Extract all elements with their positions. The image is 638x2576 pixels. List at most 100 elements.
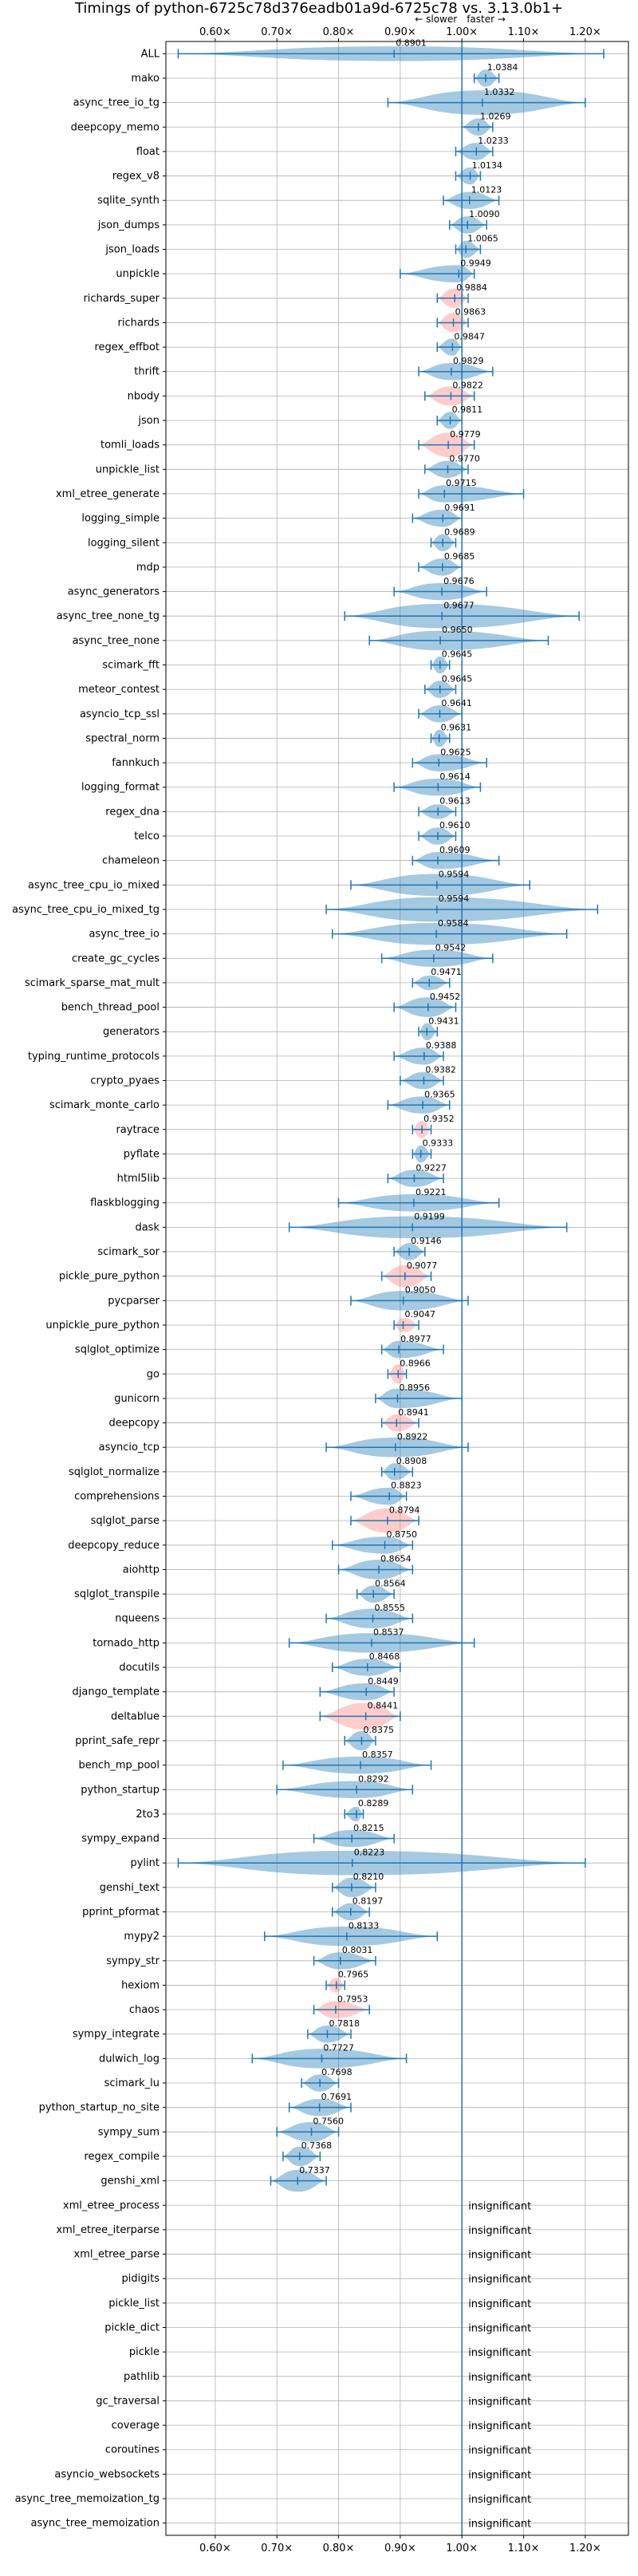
benchmark-label: scimark_fft <box>102 660 160 672</box>
value-label: 0.7727 <box>323 2043 354 2053</box>
benchmark-label: xml_etree_process <box>63 2199 160 2211</box>
benchmark-label: sqlite_synth <box>97 195 160 207</box>
x-tick-label-bottom: 0.90× <box>384 2542 416 2554</box>
value-label: 1.0233 <box>478 136 509 146</box>
benchmark-label: genshi_xml <box>100 2176 160 2187</box>
benchmark-label: typing_runtime_protocols <box>28 1051 160 1063</box>
benchmark-label: generators <box>103 1026 160 1038</box>
value-label: 0.9650 <box>442 625 473 635</box>
x-tick-label-bottom: 1.00× <box>446 2542 478 2554</box>
benchmark-label: deepcopy_memo <box>71 121 160 133</box>
benchmark-label: asyncio_websockets <box>54 2468 160 2480</box>
x-tick-label-top: 0.60× <box>199 26 231 38</box>
value-label: 0.9641 <box>441 698 472 708</box>
value-label: 0.8031 <box>342 1945 373 1955</box>
benchmark-label: scimark_sor <box>97 1246 160 1258</box>
chart-title: Timings of python-6725c78d376eadb01a9d-6… <box>74 0 563 17</box>
insignificant-label: insignificant <box>468 2347 531 2359</box>
value-label: 0.8901 <box>396 38 427 49</box>
benchmark-label: telco <box>134 830 160 842</box>
insignificant-label: insignificant <box>468 2494 531 2506</box>
insignificant-label: insignificant <box>468 2469 531 2481</box>
value-label: 0.8449 <box>368 1676 399 1686</box>
benchmark-label: sympy_expand <box>81 1833 160 1845</box>
value-label: 0.9333 <box>423 1138 454 1149</box>
value-label: 0.8977 <box>400 1334 431 1344</box>
benchmark-label: unpickle_pure_python <box>45 1320 160 1331</box>
value-label: 0.8823 <box>391 1481 422 1491</box>
value-label: 0.9625 <box>440 747 471 757</box>
benchmark-label: thrift <box>134 366 160 378</box>
value-label: 0.8292 <box>358 1773 389 1784</box>
benchmark-label: html5lib <box>117 1173 160 1185</box>
value-label: 0.7337 <box>299 2165 330 2176</box>
value-label: 0.8441 <box>368 1701 399 1711</box>
insignificant-label: insignificant <box>468 2323 531 2335</box>
insignificant-label: insignificant <box>468 2250 531 2262</box>
value-label: 0.8537 <box>373 1627 404 1638</box>
benchmark-label: coroutines <box>105 2444 160 2456</box>
benchmark-label: nbody <box>128 390 160 402</box>
x-tick-label-top: 1.00× <box>446 26 478 38</box>
value-label: 0.9584 <box>438 918 469 929</box>
violins <box>177 41 605 2535</box>
value-label: 0.9050 <box>405 1285 436 1296</box>
benchmark-label: async_tree_none_tg <box>57 610 160 622</box>
value-label: 0.9471 <box>431 967 462 977</box>
value-label: 0.7965 <box>338 1970 369 1980</box>
benchmark-label: regex_effbot <box>94 341 160 353</box>
value-label: 1.0384 <box>487 62 518 73</box>
slower-direction-label: ← slower <box>415 14 457 25</box>
benchmark-label: sqlglot_normalize <box>69 1466 160 1478</box>
value-label: 0.9822 <box>452 381 483 391</box>
x-tick-label-bottom: 0.80× <box>323 2542 355 2554</box>
x-tick-label-bottom: 1.10× <box>508 2542 540 2554</box>
benchmark-label: mdp <box>136 562 160 574</box>
benchmark-label: deepcopy <box>108 1418 160 1430</box>
value-label: 0.9779 <box>450 429 481 440</box>
benchmark-label: xml_etree_iterparse <box>56 2224 160 2236</box>
value-label: 1.0123 <box>471 184 502 195</box>
value-label: 0.7953 <box>337 1994 368 2004</box>
insignificant-label: insignificant <box>468 2420 531 2432</box>
benchmark-label: async_generators <box>68 586 160 598</box>
benchmark-label: async_tree_io <box>89 929 160 941</box>
benchmark-label: pickle <box>129 2346 160 2358</box>
benchmark-label: meteor_contest <box>78 684 160 696</box>
benchmark-label: chaos <box>129 2004 160 2016</box>
value-label: 0.9227 <box>415 1162 447 1173</box>
value-label: 0.7698 <box>321 2067 352 2077</box>
value-label: 0.7691 <box>321 2092 352 2102</box>
benchmark-label: python_startup <box>81 1784 160 1796</box>
benchmark-label: pickle_list <box>108 2298 160 2310</box>
value-label: 0.9949 <box>460 258 491 268</box>
value-label: 0.8750 <box>387 1529 418 1540</box>
benchmark-label: django_template <box>73 1686 160 1698</box>
x-tick-label-top: 1.10× <box>508 26 540 38</box>
benchmark-label: dulwich_log <box>99 2053 160 2065</box>
value-label: 0.8210 <box>353 1872 384 1882</box>
value-label: 0.8468 <box>369 1651 400 1662</box>
benchmark-labels: ALL mako async_tree_io_tg deepcopy_memofloa… <box>12 48 160 2529</box>
benchmark-label: scimark_sparse_mat_mult <box>25 977 160 989</box>
insignificant-label: insignificant <box>468 2200 531 2212</box>
value-label: 0.9221 <box>415 1187 447 1197</box>
value-label: 0.9199 <box>414 1212 445 1222</box>
benchmark-label: logging_format <box>81 782 160 794</box>
value-label: 0.9685 <box>444 551 475 562</box>
insignificant-label: insignificant <box>468 2298 531 2310</box>
benchmark-label: mako <box>131 73 160 85</box>
benchmark-label: raytrace <box>116 1124 160 1136</box>
x-axis-ticks: 0.60× 0.60× 0.70× 0.70× 0.80× 0.80× 0.90× 0.90×… <box>163 26 601 2554</box>
benchmark-label: logging_silent <box>88 537 160 549</box>
value-label: 0.8908 <box>396 1456 427 1466</box>
benchmark-label: fannkuch <box>112 757 160 769</box>
benchmark-label: chameleon <box>102 855 160 867</box>
value-label: 0.9884 <box>456 282 487 293</box>
value-label: 0.8289 <box>358 1798 389 1809</box>
benchmark-label: sqlglot_transpile <box>74 1588 160 1600</box>
benchmark-label: pycparser <box>108 1295 160 1307</box>
value-label: 0.8966 <box>400 1358 430 1368</box>
benchmark-label: pylint <box>130 1857 160 1869</box>
benchmark-label: pprint_pformat <box>82 1907 160 1919</box>
